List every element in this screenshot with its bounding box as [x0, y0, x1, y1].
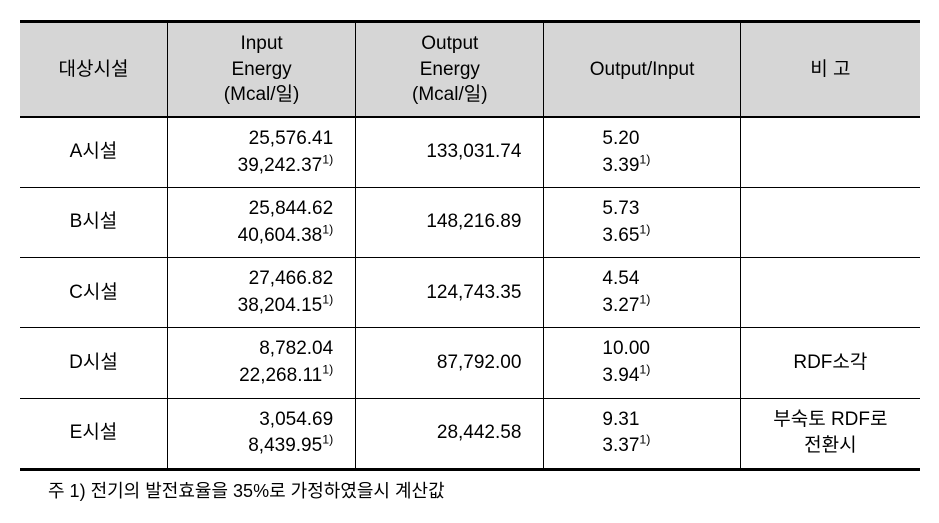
- input-energy: 8,782.0422,268.111): [167, 328, 355, 398]
- note-cell: RDF소각: [740, 328, 920, 398]
- input-energy: 25,576.4139,242.371): [167, 117, 355, 188]
- header-input-l1: Input: [240, 33, 282, 54]
- input-energy: 27,466.8238,204.151): [167, 258, 355, 328]
- output-energy: 28,442.58: [356, 398, 544, 469]
- header-output-l1: Output: [421, 33, 478, 54]
- input-energy: 25,844.6240,604.381): [167, 188, 355, 258]
- output-input-ratio: 5.733.651): [544, 188, 740, 258]
- output-input-ratio: 10.003.941): [544, 328, 740, 398]
- note-cell: 부숙토 RDF로전환시: [740, 398, 920, 469]
- output-energy: 124,743.35: [356, 258, 544, 328]
- note-cell: [740, 258, 920, 328]
- header-ratio: Output/Input: [544, 22, 740, 117]
- header-row: 대상시설 Input Energy (Mcal/일) Output Energy…: [20, 22, 920, 117]
- header-input-l2: Energy: [231, 59, 291, 80]
- input-energy: 3,054.698,439.951): [167, 398, 355, 469]
- output-energy: 87,792.00: [356, 328, 544, 398]
- table-row: A시설25,576.4139,242.371)133,031.745.203.3…: [20, 117, 920, 188]
- header-facility: 대상시설: [20, 22, 167, 117]
- table-row: C시설27,466.8238,204.151)124,743.354.543.2…: [20, 258, 920, 328]
- facility-name: D시설: [20, 328, 167, 398]
- note-cell: [740, 117, 920, 188]
- header-output: Output Energy (Mcal/일): [356, 22, 544, 117]
- table-row: B시설25,844.6240,604.381)148,216.895.733.6…: [20, 188, 920, 258]
- output-energy: 148,216.89: [356, 188, 544, 258]
- header-output-l3: (Mcal/일): [412, 84, 488, 105]
- header-input: Input Energy (Mcal/일): [167, 22, 355, 117]
- energy-table-container: 대상시설 Input Energy (Mcal/일) Output Energy…: [20, 20, 920, 503]
- table-body: A시설25,576.4139,242.371)133,031.745.203.3…: [20, 117, 920, 469]
- facility-name: A시설: [20, 117, 167, 188]
- facility-name: C시설: [20, 258, 167, 328]
- note-cell: [740, 188, 920, 258]
- output-input-ratio: 5.203.391): [544, 117, 740, 188]
- header-input-l3: (Mcal/일): [224, 84, 300, 105]
- output-input-ratio: 9.313.371): [544, 398, 740, 469]
- footnote: 주 1) 전기의 발전효율을 35%로 가정하였을시 계산값: [20, 471, 920, 503]
- table-row: D시설8,782.0422,268.111)87,792.0010.003.94…: [20, 328, 920, 398]
- facility-name: B시설: [20, 188, 167, 258]
- facility-name: E시설: [20, 398, 167, 469]
- header-note: 비 고: [740, 22, 920, 117]
- output-energy: 133,031.74: [356, 117, 544, 188]
- header-output-l2: Energy: [420, 59, 480, 80]
- output-input-ratio: 4.543.271): [544, 258, 740, 328]
- energy-table: 대상시설 Input Energy (Mcal/일) Output Energy…: [20, 20, 920, 471]
- table-row: E시설3,054.698,439.951)28,442.589.313.371)…: [20, 398, 920, 469]
